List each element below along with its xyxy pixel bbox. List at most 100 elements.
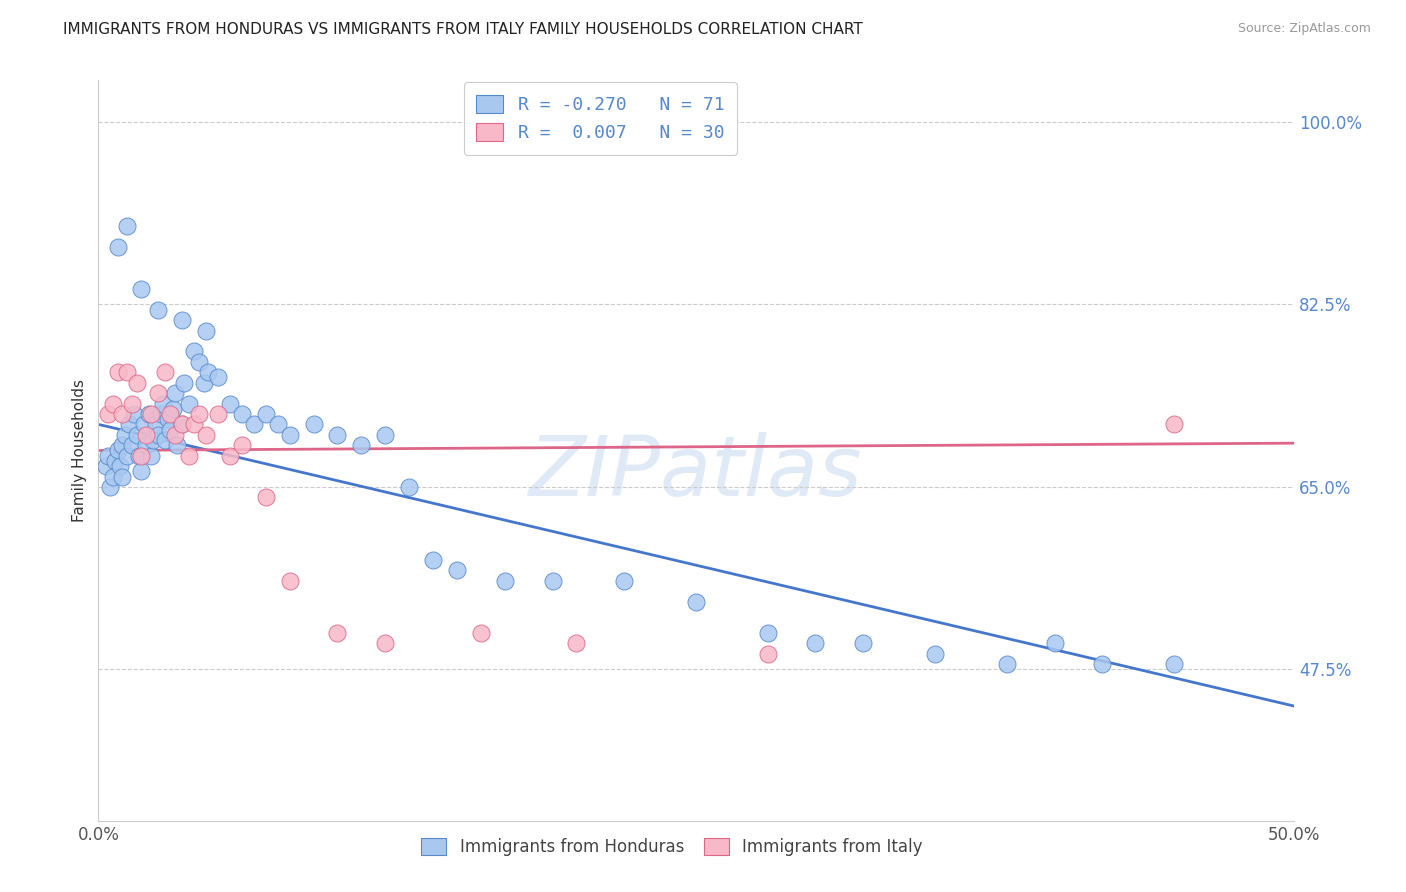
Point xyxy=(115,365,138,379)
Point xyxy=(179,396,201,410)
Point xyxy=(107,365,129,379)
Point xyxy=(254,491,277,505)
Point xyxy=(111,469,134,483)
Point xyxy=(163,386,186,401)
Point xyxy=(278,574,301,588)
Point xyxy=(98,480,122,494)
Point xyxy=(124,407,146,421)
Point xyxy=(173,376,195,390)
Point xyxy=(128,449,150,463)
Point xyxy=(172,417,194,432)
Point xyxy=(115,449,138,463)
Point xyxy=(254,407,277,421)
Point xyxy=(187,355,209,369)
Point xyxy=(350,438,373,452)
Point xyxy=(219,449,242,463)
Point xyxy=(187,407,209,421)
Point xyxy=(172,417,194,432)
Point xyxy=(145,417,167,432)
Point xyxy=(101,396,124,410)
Point xyxy=(108,459,131,474)
Point xyxy=(756,647,779,661)
Point xyxy=(231,438,253,452)
Point xyxy=(1163,657,1185,672)
Point xyxy=(1163,417,1185,432)
Point xyxy=(207,370,229,384)
Point xyxy=(121,396,143,410)
Point xyxy=(243,417,266,432)
Point xyxy=(494,574,516,588)
Point xyxy=(183,417,205,432)
Point xyxy=(195,427,218,442)
Point xyxy=(852,636,875,650)
Point xyxy=(107,240,129,254)
Point xyxy=(446,563,468,577)
Point xyxy=(94,459,117,474)
Point xyxy=(159,407,181,421)
Point xyxy=(685,595,707,609)
Point xyxy=(207,407,229,421)
Point xyxy=(131,449,153,463)
Point xyxy=(155,365,177,379)
Point xyxy=(148,427,170,442)
Point xyxy=(131,464,153,478)
Point xyxy=(1091,657,1114,672)
Point xyxy=(97,407,120,421)
Point xyxy=(132,417,155,432)
Point xyxy=(107,443,129,458)
Point xyxy=(183,344,205,359)
Text: ZIPatlas: ZIPatlas xyxy=(529,432,863,513)
Point xyxy=(114,427,136,442)
Point xyxy=(1043,636,1066,650)
Point xyxy=(541,574,564,588)
Point xyxy=(139,407,162,421)
Point xyxy=(326,626,349,640)
Point xyxy=(163,427,186,442)
Point xyxy=(162,401,184,416)
Point xyxy=(302,417,325,432)
Point xyxy=(148,302,170,317)
Point xyxy=(422,553,444,567)
Point xyxy=(804,636,827,650)
Point xyxy=(924,647,946,661)
Point xyxy=(166,438,188,452)
Point xyxy=(131,282,153,296)
Point xyxy=(156,412,179,426)
Point xyxy=(756,626,779,640)
Point xyxy=(470,626,492,640)
Point xyxy=(149,407,172,421)
Point xyxy=(995,657,1018,672)
Point xyxy=(148,386,170,401)
Point xyxy=(278,427,301,442)
Point xyxy=(121,438,143,452)
Point xyxy=(374,636,396,650)
Point xyxy=(142,433,165,447)
Point xyxy=(118,417,141,432)
Legend: Immigrants from Honduras, Immigrants from Italy: Immigrants from Honduras, Immigrants fro… xyxy=(413,830,931,864)
Point xyxy=(135,427,157,442)
Point xyxy=(195,324,218,338)
Point xyxy=(172,313,194,327)
Point xyxy=(155,433,177,447)
Point xyxy=(179,449,201,463)
Point xyxy=(135,438,157,452)
Point xyxy=(111,438,134,452)
Point xyxy=(138,407,160,421)
Point xyxy=(101,469,124,483)
Point xyxy=(565,636,588,650)
Point xyxy=(152,396,174,410)
Point xyxy=(398,480,420,494)
Point xyxy=(111,407,134,421)
Text: IMMIGRANTS FROM HONDURAS VS IMMIGRANTS FROM ITALY FAMILY HOUSEHOLDS CORRELATION : IMMIGRANTS FROM HONDURAS VS IMMIGRANTS F… xyxy=(63,22,863,37)
Text: Source: ZipAtlas.com: Source: ZipAtlas.com xyxy=(1237,22,1371,36)
Point xyxy=(267,417,290,432)
Point xyxy=(125,427,148,442)
Point xyxy=(139,449,162,463)
Point xyxy=(231,407,253,421)
Point xyxy=(104,454,127,468)
Point xyxy=(197,365,219,379)
Point xyxy=(125,376,148,390)
Point xyxy=(613,574,636,588)
Point xyxy=(193,376,215,390)
Point xyxy=(219,396,242,410)
